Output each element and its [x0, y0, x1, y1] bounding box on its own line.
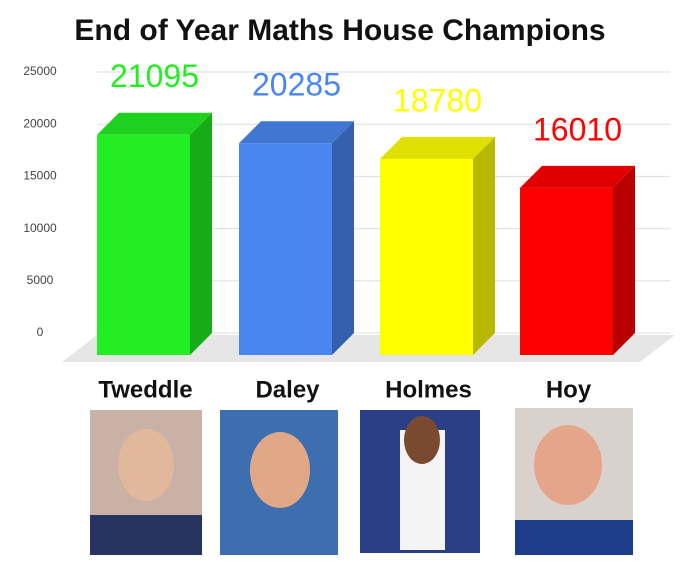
bar-side: [190, 112, 212, 355]
x-tick-label: Holmes: [385, 376, 472, 403]
bar-top: [239, 121, 354, 144]
bar: [97, 134, 190, 355]
x-tick-label: Hoy: [546, 376, 592, 403]
data-label: 21095: [110, 58, 199, 94]
bar-side: [613, 165, 635, 355]
photo-face: [404, 416, 440, 464]
bar: [239, 143, 332, 355]
x-tick-label: Daley: [255, 376, 320, 403]
bar: [520, 187, 613, 355]
y-tick-label: 0: [37, 325, 44, 339]
bar-side: [332, 121, 354, 355]
photo-face: [118, 429, 174, 501]
photos: [90, 408, 633, 555]
y-tick-label: 10000: [23, 221, 57, 235]
bar-side: [473, 136, 495, 355]
bar: [380, 158, 473, 355]
data-label: 20285: [252, 67, 341, 103]
bar-top: [520, 165, 635, 188]
bar-top: [380, 136, 495, 159]
y-tick-label: 15000: [23, 169, 57, 183]
bar-top: [97, 112, 212, 135]
y-tick-label: 5000: [27, 273, 54, 287]
x-tick-label: Tweddle: [98, 376, 192, 403]
photo-body: [90, 515, 202, 555]
photo-face: [534, 425, 602, 505]
data-label: 16010: [533, 111, 622, 147]
y-tick-label: 20000: [23, 116, 57, 130]
data-label: 18780: [393, 82, 482, 118]
photo-face: [250, 432, 310, 508]
photo-body: [515, 520, 633, 555]
chart-title: End of Year Maths House Champions: [74, 14, 605, 47]
y-tick-label: 25000: [23, 64, 57, 78]
